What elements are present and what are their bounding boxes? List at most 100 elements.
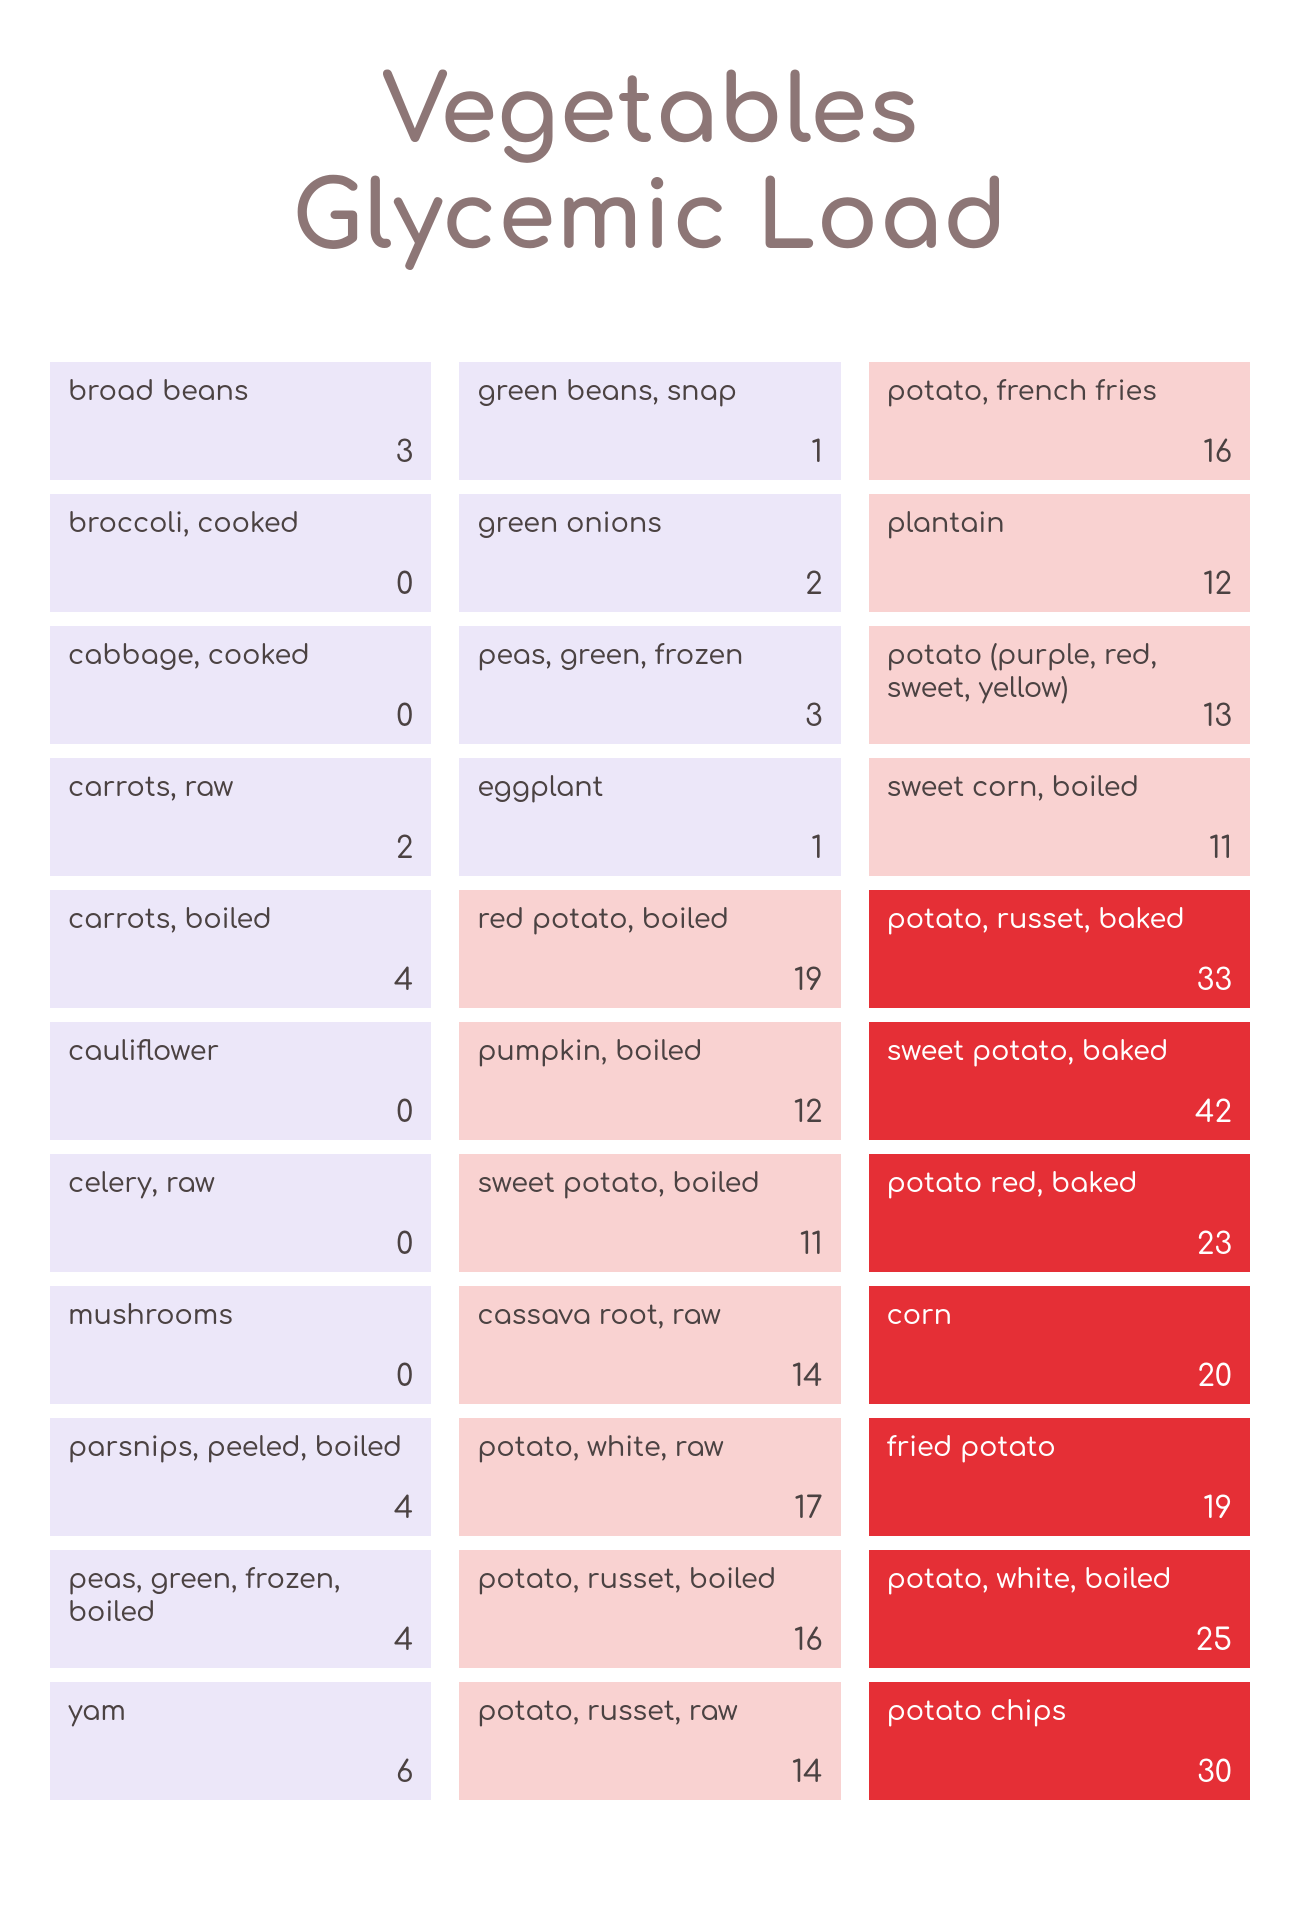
food-card: potato, russet, baked 33 xyxy=(869,890,1250,1008)
food-card: carrots, boiled 4 xyxy=(50,890,431,1008)
food-label: peas, green, frozen, boiled xyxy=(68,1564,413,1632)
page-title: Vegetables Glycemic Load xyxy=(50,60,1250,272)
food-card: carrots, raw 2 xyxy=(50,758,431,876)
food-card: pumpkin, boiled 12 xyxy=(459,1022,840,1140)
food-value: 14 xyxy=(792,1361,823,1394)
food-label: cassava root, raw xyxy=(477,1300,822,1334)
food-label: potato chips xyxy=(887,1696,1232,1730)
food-value: 3 xyxy=(396,437,414,470)
food-card: sweet corn, boiled 11 xyxy=(869,758,1250,876)
food-value: 12 xyxy=(1203,569,1232,602)
food-value: 4 xyxy=(394,1625,413,1658)
food-value: 11 xyxy=(1209,833,1232,866)
food-value: 0 xyxy=(396,1097,413,1130)
food-label: yam xyxy=(68,1696,413,1730)
food-label: green beans, snap xyxy=(477,376,822,410)
food-card: fried potato 19 xyxy=(869,1418,1250,1536)
food-value: 12 xyxy=(794,1097,823,1130)
food-value: 42 xyxy=(1195,1097,1232,1130)
food-label: pumpkin, boiled xyxy=(477,1036,822,1070)
food-card: mushrooms 0 xyxy=(50,1286,431,1404)
food-label: sweet potato, baked xyxy=(887,1036,1232,1070)
food-value: 2 xyxy=(396,833,414,866)
food-value: 16 xyxy=(794,1625,823,1658)
food-label: corn xyxy=(887,1300,1232,1334)
food-value: 19 xyxy=(794,965,823,998)
food-card: broad beans 3 xyxy=(50,362,431,480)
food-value: 0 xyxy=(396,1361,413,1394)
food-value: 13 xyxy=(1203,701,1232,734)
food-card: red potato, boiled 19 xyxy=(459,890,840,1008)
food-label: green onions xyxy=(477,508,822,542)
food-card: peas, green, frozen, boiled4 xyxy=(50,1550,431,1668)
food-label: plantain xyxy=(887,508,1232,542)
food-value: 0 xyxy=(396,701,413,734)
food-label: eggplant xyxy=(477,772,822,806)
food-label: peas, green, frozen xyxy=(477,640,822,674)
food-card: sweet potato, baked 42 xyxy=(869,1022,1250,1140)
food-value: 17 xyxy=(794,1493,822,1526)
food-card: cabbage, cooked 0 xyxy=(50,626,431,744)
food-label: potato, french fries xyxy=(887,376,1232,410)
food-value: 25 xyxy=(1196,1625,1232,1658)
food-value: 23 xyxy=(1197,1229,1232,1262)
food-value: 4 xyxy=(394,965,413,998)
food-label: parsnips, peeled, boiled xyxy=(68,1432,413,1466)
food-label: celery, raw xyxy=(68,1168,413,1202)
food-label: sweet potato, boiled xyxy=(477,1168,822,1202)
food-card: potato, russet, raw 14 xyxy=(459,1682,840,1800)
food-label: potato, russet, baked xyxy=(887,904,1232,938)
food-value: 20 xyxy=(1197,1361,1232,1394)
food-card: corn 20 xyxy=(869,1286,1250,1404)
food-label: potato, white, raw xyxy=(477,1432,822,1466)
food-label: potato, russet, boiled xyxy=(477,1564,822,1598)
food-label: red potato, boiled xyxy=(477,904,822,938)
food-card: potato, french fries16 xyxy=(869,362,1250,480)
food-card: celery, raw 0 xyxy=(50,1154,431,1272)
food-value: 14 xyxy=(792,1757,823,1790)
food-label: sweet corn, boiled xyxy=(887,772,1232,806)
food-card: plantain 12 xyxy=(869,494,1250,612)
food-label: potato, white, boiled xyxy=(887,1564,1232,1598)
food-value: 2 xyxy=(805,569,823,602)
food-card: sweet potato, boiled 11 xyxy=(459,1154,840,1272)
food-value: 19 xyxy=(1203,1493,1232,1526)
food-label: potato, russet, raw xyxy=(477,1696,822,1730)
food-card: eggplant 1 xyxy=(459,758,840,876)
food-label: broccoli, cooked xyxy=(68,508,413,542)
food-label: carrots, boiled xyxy=(68,904,413,938)
food-card: potato, white, boiled 25 xyxy=(869,1550,1250,1668)
food-label: potato red, baked xyxy=(887,1168,1232,1202)
food-label: cabbage, cooked xyxy=(68,640,413,674)
food-value: 4 xyxy=(394,1493,413,1526)
food-label: carrots, raw xyxy=(68,772,413,806)
food-card: cassava root, raw 14 xyxy=(459,1286,840,1404)
food-value: 33 xyxy=(1197,965,1232,998)
food-label: broad beans xyxy=(68,376,413,410)
food-value: 0 xyxy=(396,1229,413,1262)
food-card: cauliflower 0 xyxy=(50,1022,431,1140)
food-value: 0 xyxy=(396,569,413,602)
food-value: 11 xyxy=(800,1229,823,1262)
food-value: 30 xyxy=(1197,1757,1232,1790)
food-value: 1 xyxy=(811,833,823,866)
food-label: mushrooms xyxy=(68,1300,413,1334)
food-value: 6 xyxy=(396,1757,413,1790)
food-card: green onions 2 xyxy=(459,494,840,612)
food-card: peas, green, frozen 3 xyxy=(459,626,840,744)
food-card: potato red, baked 23 xyxy=(869,1154,1250,1272)
food-value: 1 xyxy=(811,437,823,470)
food-label: cauliflower xyxy=(68,1036,413,1070)
food-card: potato chips 30 xyxy=(869,1682,1250,1800)
food-card: yam 6 xyxy=(50,1682,431,1800)
food-card: potato, white, raw 17 xyxy=(459,1418,840,1536)
food-card: potato (purple, red, sweet, yellow)13 xyxy=(869,626,1250,744)
food-label: fried potato xyxy=(887,1432,1232,1466)
food-value: 3 xyxy=(805,701,823,734)
food-card: broccoli, cooked 0 xyxy=(50,494,431,612)
cards-grid: broad beans 3 green beans, snap 1 potato, fr… xyxy=(50,362,1250,1800)
food-card: potato, russet, boiled 16 xyxy=(459,1550,840,1668)
title-line-1: Vegetables xyxy=(381,61,919,164)
food-card: parsnips, peeled, boiled 4 xyxy=(50,1418,431,1536)
title-line-2: Glycemic Load xyxy=(292,167,1009,270)
